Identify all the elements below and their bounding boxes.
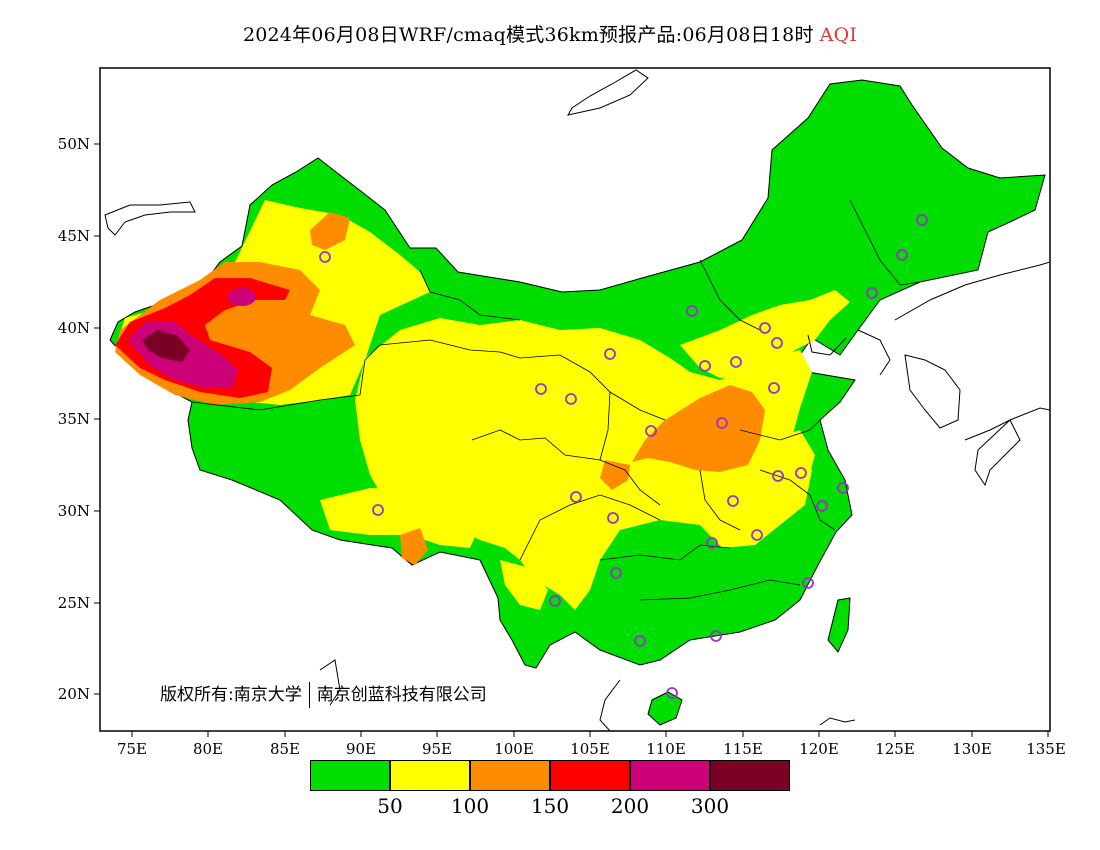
legend-threshold: 150 bbox=[530, 794, 570, 818]
station-marker bbox=[751, 529, 763, 541]
station-marker bbox=[565, 393, 577, 405]
station-marker bbox=[319, 251, 331, 263]
legend-threshold: 100 bbox=[450, 794, 490, 818]
station-marker bbox=[716, 417, 728, 429]
lon-label: 100E bbox=[494, 740, 534, 758]
lon-label: 105E bbox=[570, 740, 610, 758]
station-marker bbox=[604, 348, 616, 360]
hainan-island bbox=[647, 691, 683, 726]
legend-swatch-unhealthy bbox=[550, 760, 630, 791]
lon-label: 125E bbox=[875, 740, 915, 758]
lon-label: 85E bbox=[270, 740, 300, 758]
neighbor-coastlines bbox=[104, 69, 1050, 731]
copyright-separator bbox=[308, 682, 310, 708]
station-markers bbox=[319, 214, 928, 699]
zone-sensitive-central bbox=[632, 385, 765, 472]
station-marker bbox=[645, 425, 657, 437]
zone-sensitive-sichuan bbox=[600, 460, 630, 490]
title-text: 2024年06月08日WRF/cmaq模式36km预报产品:06月08日18时 bbox=[242, 24, 814, 46]
latitude-axis bbox=[94, 143, 100, 695]
copyright-right: 南京创蓝科技有限公司 bbox=[316, 685, 487, 705]
lat-label: 30N bbox=[58, 502, 90, 520]
longitude-axis bbox=[131, 731, 1049, 737]
zone-sensitive-tibet bbox=[400, 528, 428, 565]
station-marker bbox=[866, 287, 878, 299]
longitude-labels: 75E 80E 85E 90E 95E 100E 105E 110E 115E … bbox=[117, 740, 1066, 758]
legend-swatch-moderate bbox=[390, 760, 470, 791]
legend-threshold: 50 bbox=[377, 794, 403, 818]
copyright-notice: 版权所有:南京大学 南京创蓝科技有限公司 bbox=[160, 680, 487, 708]
station-marker bbox=[535, 383, 547, 395]
station-marker bbox=[727, 495, 739, 507]
station-marker bbox=[706, 537, 718, 549]
station-marker bbox=[916, 214, 928, 226]
lat-label: 45N bbox=[58, 227, 90, 245]
station-marker bbox=[710, 630, 722, 642]
station-marker bbox=[795, 467, 807, 479]
station-marker bbox=[759, 322, 771, 334]
zone-moderate-northchina bbox=[680, 290, 850, 378]
station-marker bbox=[730, 356, 742, 368]
province-boundaries bbox=[191, 199, 921, 601]
lat-label: 35N bbox=[58, 410, 90, 428]
map-frame bbox=[99, 67, 1051, 732]
zone-sensitive-north bbox=[310, 212, 350, 250]
copyright-left: 版权所有:南京大学 bbox=[160, 685, 302, 705]
lon-label: 90E bbox=[346, 740, 376, 758]
aqi-map: 75E 80E 85E 90E 95E 100E 105E 110E 115E … bbox=[58, 67, 1066, 758]
lon-label: 130E bbox=[952, 740, 992, 758]
zone-very-unhealthy-spot bbox=[228, 288, 256, 306]
station-marker bbox=[570, 491, 582, 503]
lon-label: 135E bbox=[1026, 740, 1066, 758]
station-marker bbox=[768, 382, 780, 394]
lon-label: 80E bbox=[193, 740, 223, 758]
title-variable: AQI bbox=[819, 24, 858, 46]
legend-threshold: 200 bbox=[610, 794, 650, 818]
station-marker bbox=[610, 567, 622, 579]
zone-hazardous bbox=[142, 330, 190, 362]
station-marker bbox=[816, 500, 828, 512]
station-marker bbox=[372, 504, 384, 516]
lat-label: 50N bbox=[58, 135, 90, 153]
zone-moderate-central bbox=[355, 318, 812, 610]
zone-moderate-yunnan bbox=[500, 560, 548, 610]
station-marker bbox=[686, 305, 698, 317]
map-content bbox=[104, 69, 1050, 731]
station-marker bbox=[549, 595, 561, 607]
legend-swatch-sensitive bbox=[470, 760, 550, 791]
station-marker bbox=[896, 249, 908, 261]
station-marker bbox=[666, 687, 678, 699]
legend-threshold: 300 bbox=[690, 794, 730, 818]
lon-label: 75E bbox=[117, 740, 147, 758]
station-marker bbox=[837, 482, 849, 494]
latitude-labels: 50N 45N 40N 35N 30N 25N 20N bbox=[58, 135, 90, 703]
lat-label: 20N bbox=[58, 685, 90, 703]
lon-label: 95E bbox=[422, 740, 452, 758]
legend-swatch-very-unhealthy bbox=[630, 760, 710, 791]
lon-label: 110E bbox=[646, 740, 686, 758]
station-marker bbox=[607, 512, 619, 524]
station-marker bbox=[802, 577, 814, 589]
taiwan-island bbox=[827, 597, 851, 653]
station-marker bbox=[634, 635, 646, 647]
station-marker bbox=[772, 470, 784, 482]
lon-label: 120E bbox=[799, 740, 839, 758]
lat-label: 40N bbox=[58, 319, 90, 337]
legend-swatch-hazardous bbox=[710, 760, 790, 791]
station-marker bbox=[699, 360, 711, 372]
zone-moderate-tibet bbox=[320, 488, 480, 548]
map-title: 2024年06月08日WRF/cmaq模式36km预报产品:06月08日18时 A… bbox=[0, 20, 1100, 47]
legend-swatch-good bbox=[310, 760, 390, 791]
zone-moderate-east bbox=[770, 430, 815, 490]
lon-label: 115E bbox=[723, 740, 763, 758]
lat-label: 25N bbox=[58, 594, 90, 612]
station-marker bbox=[771, 337, 783, 349]
